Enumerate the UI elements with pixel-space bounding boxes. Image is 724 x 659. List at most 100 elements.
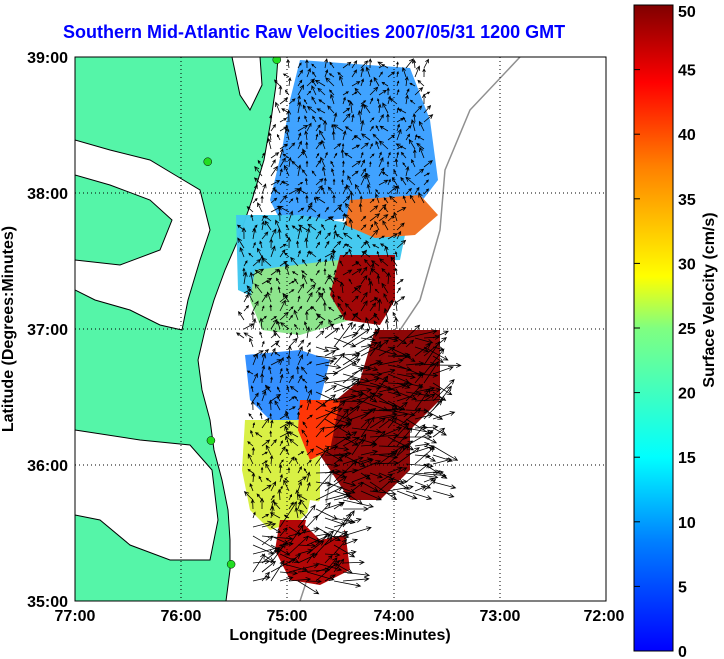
velocity-arrow — [396, 222, 405, 231]
velocity-arrow — [254, 165, 263, 177]
velocity-arrow — [315, 241, 321, 249]
velocity-arrow — [387, 178, 391, 186]
velocity-arrow — [304, 237, 309, 249]
velocity-arrow — [351, 481, 364, 492]
velocity-arrow — [369, 490, 397, 497]
station-marker — [206, 436, 216, 445]
velocity-arrow — [410, 119, 416, 132]
velocity-arrow — [288, 396, 295, 402]
velocity-arrow — [342, 269, 353, 276]
velocity-arrow — [297, 295, 301, 303]
velocity-arrow — [351, 113, 355, 123]
velocity-arrow — [351, 144, 361, 150]
velocity-arrow — [287, 467, 291, 474]
velocity-arrow — [318, 291, 326, 303]
velocity-arrow — [331, 293, 336, 303]
velocity-arrow — [329, 286, 335, 294]
velocity-arrow — [294, 457, 299, 465]
velocity-arrow — [369, 86, 379, 96]
velocity-arrow — [333, 204, 343, 213]
velocity-arrow — [277, 386, 281, 393]
velocity-arrow — [315, 377, 329, 384]
velocity-arrow — [341, 143, 345, 150]
velocity-arrow — [360, 67, 365, 78]
velocity-arrow — [369, 153, 375, 159]
velocity-arrow — [378, 358, 404, 366]
velocity-arrow — [423, 478, 436, 492]
velocity-arrow — [261, 451, 268, 456]
velocity-arrow — [306, 552, 315, 564]
velocity-arrow — [259, 240, 263, 249]
velocity-arrow — [432, 382, 453, 396]
velocity-arrow — [365, 316, 371, 330]
velocity-arrow — [323, 268, 327, 276]
velocity-arrow — [342, 130, 347, 141]
velocity-arrow — [333, 352, 345, 366]
velocity-arrow — [351, 341, 378, 357]
velocity-arrow — [387, 416, 398, 429]
velocity-arrow — [342, 96, 346, 105]
velocity-arrow — [315, 359, 335, 366]
velocity-arrow — [324, 232, 331, 240]
velocity-arrow — [291, 225, 299, 231]
velocity-arrow — [396, 427, 413, 447]
velocity-arrow — [321, 186, 326, 195]
velocity-arrow — [396, 128, 402, 141]
velocity-arrow — [277, 228, 282, 240]
velocity-arrow — [279, 446, 286, 456]
velocity-arrow — [282, 153, 290, 159]
velocity-arrow — [283, 164, 290, 177]
velocity-arrow — [396, 230, 402, 240]
velocity-arrow — [333, 321, 353, 348]
velocity-arrow — [405, 165, 410, 177]
velocity-arrow — [396, 391, 422, 402]
velocity-arrow — [297, 116, 301, 123]
velocity-arrow — [322, 119, 328, 132]
velocity-arrow — [288, 493, 292, 501]
velocity-arrow — [260, 466, 264, 474]
velocity-arrow — [342, 243, 347, 249]
velocity-arrow — [423, 172, 431, 177]
station-marker — [226, 560, 236, 569]
velocity-arrow — [360, 377, 380, 384]
velocity-arrow — [405, 88, 410, 96]
velocity-arrow — [378, 235, 385, 240]
velocity-arrow — [261, 460, 268, 465]
velocity-arrow — [348, 100, 354, 114]
velocity-arrow — [288, 289, 295, 294]
velocity-arrow — [360, 481, 379, 492]
velocity-arrow — [243, 288, 252, 294]
velocity-arrow — [286, 354, 291, 366]
velocity-arrow — [302, 148, 308, 159]
velocity-arrow — [252, 511, 256, 519]
velocity-arrow — [270, 376, 273, 384]
velocity-arrow — [243, 491, 254, 501]
velocity-arrow — [295, 196, 299, 204]
velocity-arrow — [297, 150, 306, 159]
velocity-arrow — [261, 152, 265, 159]
velocity-arrow — [331, 168, 335, 177]
velocity-arrow — [339, 260, 344, 267]
velocity-arrow — [405, 490, 433, 500]
velocity-arrow — [249, 483, 254, 492]
velocity-arrow — [291, 271, 299, 276]
velocity-arrow — [297, 215, 304, 222]
velocity-arrow — [396, 467, 408, 474]
velocity-arrow — [304, 115, 308, 123]
velocity-arrow — [324, 58, 329, 69]
velocity-arrow — [323, 177, 327, 186]
velocity-arrow — [402, 195, 407, 204]
velocity-arrow — [306, 540, 325, 555]
velocity-arrow — [246, 370, 254, 375]
velocity-arrow — [360, 364, 379, 372]
velocity-arrow — [305, 58, 309, 69]
velocity-arrow — [333, 224, 337, 231]
velocity-arrow — [387, 445, 410, 465]
x-axis-label: Longitude (Degrees:Minutes) — [229, 627, 450, 644]
y-axis-label: Latitude (Degrees:Minutes) — [0, 226, 17, 432]
velocity-arrow — [396, 151, 400, 159]
velocity-arrow — [277, 286, 281, 294]
velocity-arrow — [351, 427, 382, 434]
velocity-arrow — [286, 385, 290, 393]
